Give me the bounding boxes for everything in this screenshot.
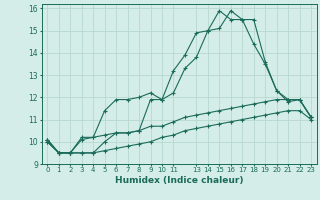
X-axis label: Humidex (Indice chaleur): Humidex (Indice chaleur) [115, 176, 244, 185]
